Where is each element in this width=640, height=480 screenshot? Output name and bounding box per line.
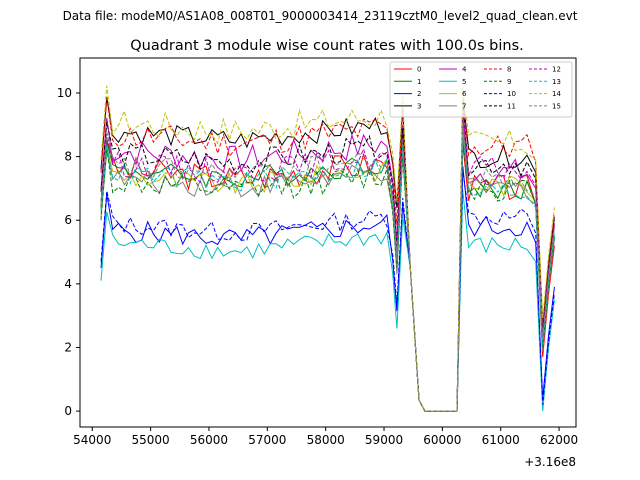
legend-label-0: 0 <box>417 66 421 74</box>
series-line-7 <box>100 136 555 412</box>
series-line-12 <box>100 107 555 412</box>
plot-frame <box>79 57 577 428</box>
y-tick-label: 2 <box>64 340 72 354</box>
legend-box <box>389 61 573 118</box>
y-tick-label: 8 <box>64 150 72 164</box>
legend-label-11: 11 <box>507 102 516 110</box>
legend-label-15: 15 <box>552 102 561 110</box>
legend-label-6: 6 <box>462 90 467 98</box>
x-tick-label: 55000 <box>132 433 170 447</box>
legend-label-3: 3 <box>417 102 421 110</box>
legend-label-10: 10 <box>507 90 516 98</box>
x-tick-label: 58000 <box>307 433 345 447</box>
legend-label-4: 4 <box>462 66 467 74</box>
series-line-6 <box>100 131 555 412</box>
series-line-15 <box>100 122 555 412</box>
series-line-1 <box>100 126 555 412</box>
legend-label-14: 14 <box>552 90 561 98</box>
legend-label-8: 8 <box>507 66 511 74</box>
legend-label-7: 7 <box>462 102 466 110</box>
legend-label-13: 13 <box>552 78 561 86</box>
x-tick-label: 54000 <box>73 433 111 447</box>
chart-title: Quadrant 3 module wise count rates with … <box>130 38 524 54</box>
legend-label-5: 5 <box>462 78 466 86</box>
x-offset-label: +3.16e8 <box>524 455 576 469</box>
series-line-5 <box>100 190 555 412</box>
x-tick-label: 62000 <box>540 433 578 447</box>
series-line-8 <box>100 97 555 412</box>
x-tick-label: 59000 <box>365 433 403 447</box>
y-tick-label: 6 <box>64 213 72 227</box>
x-tick-label: 57000 <box>248 433 286 447</box>
series-line-11 <box>100 99 555 412</box>
y-tick-label: 0 <box>64 404 72 418</box>
series-line-9 <box>100 140 555 412</box>
series-line-10 <box>100 170 555 412</box>
x-tick-label: 60000 <box>423 433 461 447</box>
y-tick-label: 10 <box>57 86 72 100</box>
data-file-label: Data file: modeM0/AS1A08_008T01_90000034… <box>63 9 578 23</box>
series-line-13 <box>100 131 555 412</box>
plot-lines <box>100 85 555 412</box>
legend-label-9: 9 <box>507 78 511 86</box>
x-tick-label: 61000 <box>482 433 520 447</box>
legend-label-12: 12 <box>552 66 561 74</box>
series-line-3 <box>100 97 555 412</box>
legend-label-2: 2 <box>417 90 421 98</box>
x-tick-label: 56000 <box>190 433 228 447</box>
y-tick-label: 4 <box>64 277 72 291</box>
legend-label-1: 1 <box>417 78 421 86</box>
y-axis: 0 2 4 6 8 10 <box>57 86 80 418</box>
series-line-14 <box>100 85 555 412</box>
series-line-4 <box>100 115 555 412</box>
x-axis: 54000 55000 56000 57000 58000 59000 60000 61000… <box>73 427 578 447</box>
series-line-2 <box>100 165 555 412</box>
